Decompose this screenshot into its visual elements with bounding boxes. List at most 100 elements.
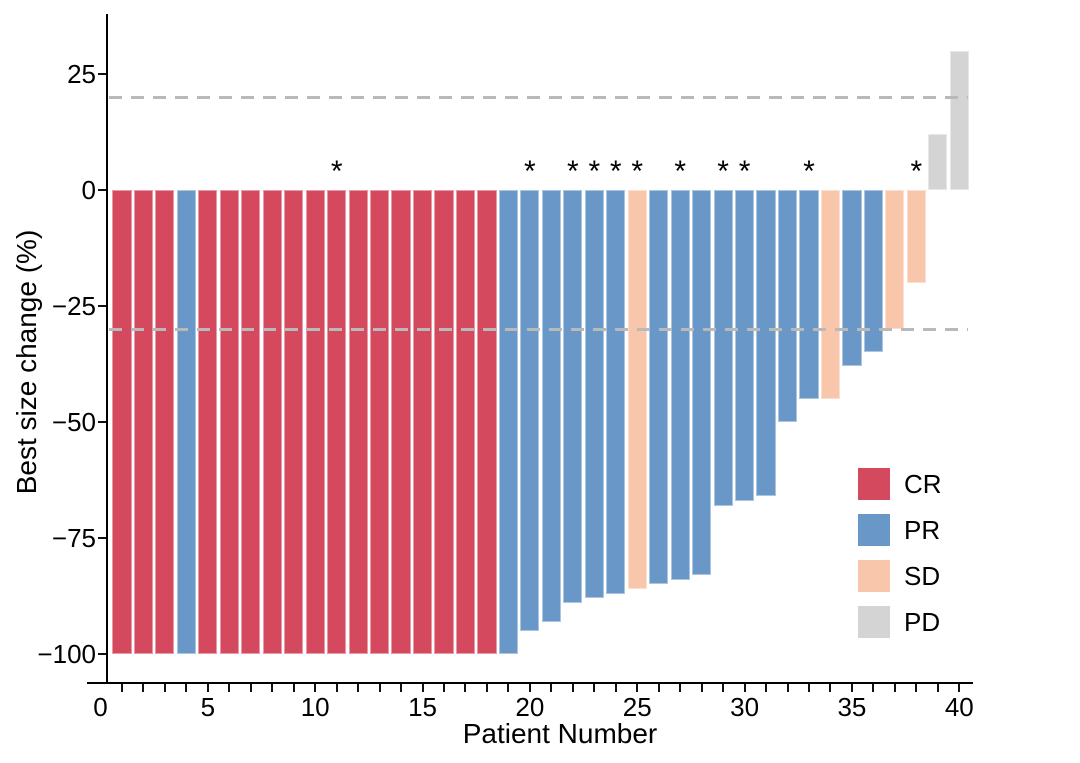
- x-tick-28: [700, 684, 703, 693]
- bar-patient-14: [391, 190, 411, 654]
- x-tick-21: [550, 684, 553, 693]
- x-tick-25: [636, 684, 639, 693]
- x-tick-24: [614, 684, 617, 693]
- x-tick-40: [958, 684, 961, 693]
- y-tick--25: [97, 304, 106, 308]
- asterisk-patient-24: *: [609, 155, 622, 188]
- legend-item-sd: SD: [858, 560, 940, 592]
- sd-swatch-icon: [858, 560, 890, 592]
- x-tick-4: [185, 684, 188, 693]
- bar-patient-1: [112, 190, 132, 654]
- bar-patient-3: [155, 190, 175, 654]
- x-tick-5: [206, 684, 209, 693]
- x-tick-1: [120, 684, 123, 693]
- legend-item-cr: CR: [858, 468, 942, 500]
- pd-swatch-icon: [858, 606, 890, 638]
- bar-patient-9: [284, 190, 304, 654]
- bar-patient-12: [348, 190, 368, 654]
- legend-label-cr: CR: [904, 469, 942, 499]
- reference-line-minus30: [108, 327, 968, 331]
- x-tick-30: [743, 684, 746, 693]
- bar-patient-37: [885, 190, 905, 330]
- bar-patient-39: [928, 134, 948, 190]
- x-tick-14: [400, 684, 403, 693]
- bar-patient-25: [627, 190, 647, 590]
- bar-patient-40: [949, 50, 969, 190]
- x-tick-37: [893, 684, 896, 693]
- bar-patient-21: [541, 190, 561, 622]
- asterisk-patient-25: *: [631, 155, 644, 188]
- x-tick-label-30: 30: [730, 692, 760, 722]
- x-tick-27: [679, 684, 682, 693]
- bar-patient-13: [370, 190, 390, 654]
- legend-label-pd: PD: [904, 607, 941, 637]
- x-axis-line: [87, 681, 973, 685]
- x-tick-3: [163, 684, 166, 693]
- x-tick-13: [378, 684, 381, 693]
- x-tick-38: [915, 684, 918, 693]
- asterisk-patient-11: *: [330, 155, 343, 188]
- x-tick-32: [786, 684, 789, 693]
- bar-patient-31: [756, 190, 776, 497]
- x-tick-35: [850, 684, 853, 693]
- bar-patient-19: [498, 190, 519, 654]
- x-tick-31: [765, 684, 768, 693]
- y-tick--50: [97, 420, 106, 424]
- asterisk-patient-22: *: [566, 155, 579, 188]
- x-tick-10: [314, 684, 317, 693]
- y-tick-label-0: 0: [81, 175, 96, 205]
- x-tick-33: [808, 684, 810, 693]
- x-tick-9: [292, 684, 295, 693]
- asterisk-patient-23: *: [588, 155, 601, 188]
- y-tick-25: [97, 72, 106, 76]
- asterisk-patient-33: *: [803, 155, 815, 188]
- x-tick-label-0: 0: [93, 692, 108, 722]
- bar-patient-24: [606, 190, 626, 594]
- asterisk-patient-29: *: [717, 155, 729, 188]
- bar-patient-28: [692, 190, 712, 576]
- y-tick-label--100: −100: [37, 639, 96, 669]
- x-tick-2: [142, 684, 145, 693]
- x-tick-label-40: 40: [944, 692, 974, 722]
- bar-patient-27: [670, 190, 690, 580]
- bar-patient-20: [520, 190, 540, 631]
- bar-patient-16: [434, 190, 454, 654]
- y-tick-label--75: −75: [51, 523, 96, 553]
- asterisk-patient-27: *: [674, 155, 687, 188]
- pr-swatch-icon: [858, 514, 890, 546]
- legend-item-pr: PR: [858, 514, 940, 546]
- bar-patient-30: [735, 190, 755, 501]
- x-tick-23: [593, 684, 596, 693]
- x-tick-12: [357, 684, 360, 693]
- x-tick-6: [228, 684, 231, 693]
- x-tick-16: [443, 684, 446, 693]
- bar-patient-5: [198, 190, 218, 654]
- x-tick-18: [485, 684, 488, 693]
- legend-label-pr: PR: [904, 515, 941, 545]
- x-tick-15: [421, 684, 424, 693]
- bar-patient-17: [455, 190, 476, 654]
- y-tick-label--50: −50: [51, 407, 96, 437]
- reference-line-plus20: [108, 95, 968, 99]
- x-tick-20: [528, 684, 531, 693]
- y-tick-label--25: −25: [51, 291, 96, 321]
- x-tick-label-35: 35: [837, 692, 867, 722]
- cr-swatch-icon: [858, 468, 890, 500]
- bar-patient-11: [327, 190, 347, 654]
- bar-patient-34: [820, 190, 841, 399]
- bar-patient-6: [219, 190, 239, 654]
- x-tick-39: [936, 684, 939, 693]
- x-tick-label-10: 10: [300, 692, 330, 722]
- y-axis-line: [105, 14, 109, 684]
- asterisk-patient-20: *: [524, 155, 536, 188]
- bar-patient-10: [305, 190, 325, 654]
- x-tick-8: [271, 684, 274, 693]
- x-tick-36: [872, 684, 875, 693]
- bar-patient-2: [133, 190, 154, 654]
- x-tick-17: [464, 684, 467, 693]
- x-tick-26: [657, 684, 660, 693]
- y-tick-0: [97, 188, 106, 192]
- bar-patient-29: [713, 190, 733, 506]
- x-tick-7: [249, 684, 252, 693]
- x-tick-label-15: 15: [408, 692, 438, 722]
